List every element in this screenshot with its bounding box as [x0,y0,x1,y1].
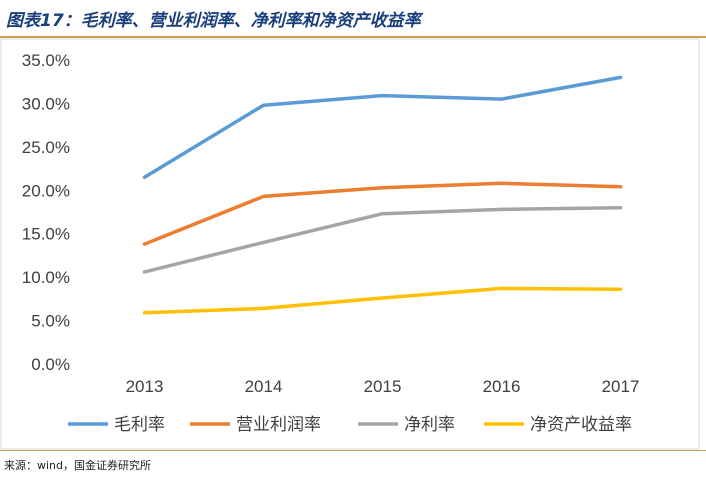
legend-label: 毛利率 [114,415,165,435]
x-tick-label: 2014 [245,377,283,396]
y-tick-label: 10.0% [22,268,70,287]
y-axis: 0.0% 5.0% 10.0% 15.0% 20.0% 25.0% 30.0% 35.0% [22,51,70,374]
bottom-divider [0,450,706,451]
series-line-2 [142,181,623,246]
x-tick-label: 2016 [483,377,521,396]
y-tick-label: 0.0% [31,355,70,374]
legend-label: 营业利润率 [236,415,321,435]
source-note: 来源：wind，国金证券研究所 [4,459,152,472]
x-axis: 2013 2014 2015 2016 2017 [126,377,640,396]
legend: 毛利率 营业利润率 净利率 净资产收益率 [68,415,632,435]
x-tick-label: 2015 [364,377,402,396]
y-tick-label: 25.0% [22,138,70,157]
series-line-3 [142,205,623,274]
y-tick-label: 15.0% [22,225,70,244]
chart-title: 图表17：毛利率、营业利润率、净利率和净资产收益率 [6,11,421,31]
y-tick-label: 35.0% [22,51,70,70]
y-tick-label: 30.0% [22,94,70,113]
top-divider [0,36,706,38]
series-line-1 [142,75,623,180]
series-line-4 [142,286,623,315]
line-chart: 0.0% 5.0% 10.0% 15.0% 20.0% 25.0% 30.0% 35.0% 2… [0,38,700,450]
x-tick-label: 2017 [602,377,640,396]
y-tick-label: 5.0% [31,312,70,331]
y-tick-label: 20.0% [22,181,70,200]
legend-label: 净资产收益率 [530,415,632,435]
legend-label: 净利率 [404,415,455,435]
x-tick-label: 2013 [126,377,164,396]
series-lines [142,75,623,315]
plot-frame [0,38,700,450]
